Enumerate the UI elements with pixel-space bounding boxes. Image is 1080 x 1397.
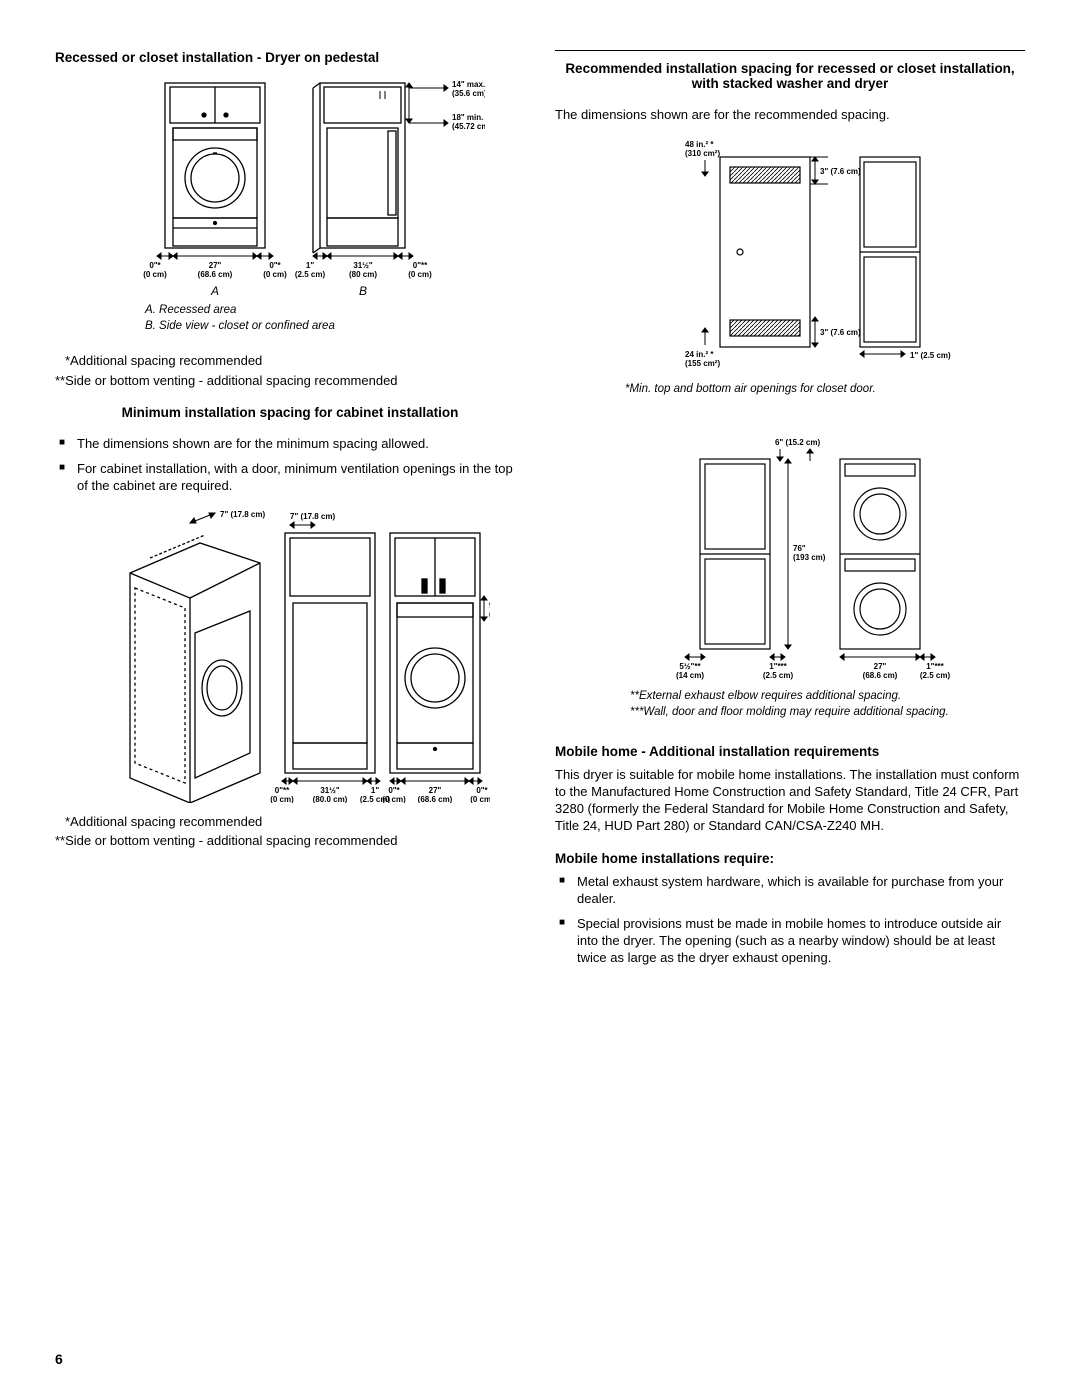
svg-text:(80 cm): (80 cm): [349, 270, 377, 279]
svg-text:(0 cm): (0 cm): [263, 270, 287, 279]
svg-text:(0 cm): (0 cm): [143, 270, 167, 279]
page-number: 6: [55, 1351, 63, 1367]
svg-text:7" (17.8 cm): 7" (17.8 cm): [220, 510, 265, 519]
note-min-openings: *Min. top and bottom air openings for cl…: [555, 382, 1025, 398]
figure-stacked-svg: 6" (15.2 cm) 76" (193 cm): [610, 429, 970, 689]
svg-text:31½": 31½": [320, 786, 340, 795]
page-columns: Recessed or closet installation - Dryer …: [55, 50, 1025, 974]
right-column: Recommended installation spacing for rec…: [555, 50, 1025, 974]
svg-text:27": 27": [209, 261, 222, 270]
svg-text:14" max.: 14" max.: [452, 80, 485, 89]
svg-text:0"**: 0"**: [275, 786, 290, 795]
svg-text:1"***: 1"***: [769, 662, 787, 671]
svg-text:A: A: [210, 284, 219, 298]
svg-text:(193 cm): (193 cm): [793, 553, 826, 562]
svg-text:9": 9": [489, 601, 490, 610]
svg-text:3" (7.6 cm): 3" (7.6 cm): [820, 328, 861, 337]
svg-text:0"*: 0"*: [476, 786, 488, 795]
mobile-bullet-2: Special provisions must be made in mobil…: [555, 916, 1025, 967]
section-cabinet: Minimum installation spacing for cabinet…: [55, 405, 525, 850]
heading-mobile-req: Mobile home installations require:: [555, 851, 1025, 866]
note-asterisk-1: *Additional spacing recommended: [55, 352, 525, 370]
svg-text:(80.0 cm): (80.0 cm): [313, 795, 348, 803]
heading-cabinet: Minimum installation spacing for cabinet…: [55, 405, 525, 420]
svg-text:3" (7.6 cm): 3" (7.6 cm): [820, 167, 861, 176]
svg-text:(310 cm²): (310 cm²): [685, 149, 720, 158]
mobile-bullet-1: Metal exhaust system hardware, which is …: [555, 874, 1025, 908]
caption-b: B. Side view - closet or confined area: [145, 319, 525, 335]
svg-text:1"***: 1"***: [926, 662, 944, 671]
svg-text:6" (15.2 cm): 6" (15.2 cm): [775, 438, 820, 447]
svg-text:24 in.² *: 24 in.² *: [685, 350, 714, 359]
svg-text:(2.5 cm): (2.5 cm): [295, 270, 326, 279]
figure-cabinet: 7" (17.8 cm): [55, 503, 525, 803]
svg-text:(0 cm): (0 cm): [408, 270, 432, 279]
svg-text:(45.72 cm): (45.72 cm): [452, 122, 485, 131]
svg-text:(68.6 cm): (68.6 cm): [198, 270, 233, 279]
figure-recessed: 0"* (0 cm) 27" (68.6 cm) 0"* (0 cm) A: [55, 73, 525, 334]
divider: [555, 50, 1025, 51]
note-asterisk-2: **Side or bottom venting - additional sp…: [55, 372, 525, 390]
figure-stacked: 6" (15.2 cm) 76" (193 cm): [555, 429, 1025, 720]
svg-text:(35.6 cm): (35.6 cm): [452, 89, 485, 98]
cabinet-bullets: The dimensions shown are for the minimum…: [55, 436, 525, 495]
svg-text:0"*: 0"*: [388, 786, 400, 795]
caption-a: A. Recessed area: [145, 303, 525, 319]
heading-recessed: Recessed or closet installation - Dryer …: [55, 50, 525, 65]
svg-text:B: B: [359, 284, 367, 298]
svg-text:27": 27": [874, 662, 887, 671]
figure-cabinet-svg: 7" (17.8 cm): [90, 503, 490, 803]
svg-text:31½": 31½": [353, 261, 373, 270]
svg-text:1" (2.5 cm): 1" (2.5 cm): [910, 351, 951, 360]
heading-stacked: Recommended installation spacing for rec…: [555, 61, 1025, 91]
svg-text:0"**: 0"**: [413, 261, 428, 270]
svg-text:(68.6 cm): (68.6 cm): [863, 671, 898, 680]
svg-text:0"*: 0"*: [149, 261, 161, 270]
figure-recessed-svg: 0"* (0 cm) 27" (68.6 cm) 0"* (0 cm) A: [95, 73, 485, 303]
svg-text:5½"**: 5½"**: [679, 662, 701, 671]
svg-text:(0 cm): (0 cm): [270, 795, 294, 803]
svg-text:(155 cm²): (155 cm²): [685, 359, 720, 368]
note-molding: ***Wall, door and floor molding may requ…: [630, 705, 1025, 721]
svg-text:18" min.: 18" min.: [452, 113, 483, 122]
svg-text:(2.5 cm): (2.5 cm): [920, 671, 951, 680]
left-column: Recessed or closet installation - Dryer …: [55, 50, 525, 974]
svg-text:(0 cm): (0 cm): [382, 795, 406, 803]
svg-text:0"*: 0"*: [269, 261, 281, 270]
svg-text:48 in.² *: 48 in.² *: [685, 140, 714, 149]
svg-text:27": 27": [429, 786, 442, 795]
svg-text:1": 1": [306, 261, 314, 270]
svg-text:(0 cm): (0 cm): [470, 795, 490, 803]
svg-text:(2.5 cm): (2.5 cm): [763, 671, 794, 680]
cabinet-bullet-1: The dimensions shown are for the minimum…: [55, 436, 525, 453]
svg-text:1": 1": [371, 786, 379, 795]
heading-mobile: Mobile home - Additional installation re…: [555, 744, 1025, 759]
svg-text:(68.6 cm): (68.6 cm): [418, 795, 453, 803]
note-cab-1: *Additional spacing recommended: [55, 813, 525, 831]
figure-closet-svg: 48 in.² * (310 cm²) 3" (7.6 cm): [610, 132, 970, 382]
figure-closet-door: 48 in.² * (310 cm²) 3" (7.6 cm): [555, 132, 1025, 398]
note-exhaust: **External exhaust elbow requires additi…: [630, 689, 1025, 705]
stacked-intro: The dimensions shown are for the recomme…: [555, 107, 1025, 124]
note-cab-2: **Side or bottom venting - additional sp…: [55, 832, 525, 850]
cabinet-bullet-2: For cabinet installation, with a door, m…: [55, 461, 525, 495]
mobile-body: This dryer is suitable for mobile home i…: [555, 767, 1025, 835]
svg-text:76": 76": [793, 544, 806, 553]
mobile-bullets: Metal exhaust system hardware, which is …: [555, 874, 1025, 966]
section-recessed-closet: Recessed or closet installation - Dryer …: [55, 50, 525, 389]
svg-text:(14 cm): (14 cm): [676, 671, 704, 680]
svg-text:(22.9 cm): (22.9 cm): [489, 610, 490, 619]
svg-text:7" (17.8 cm): 7" (17.8 cm): [290, 512, 335, 521]
